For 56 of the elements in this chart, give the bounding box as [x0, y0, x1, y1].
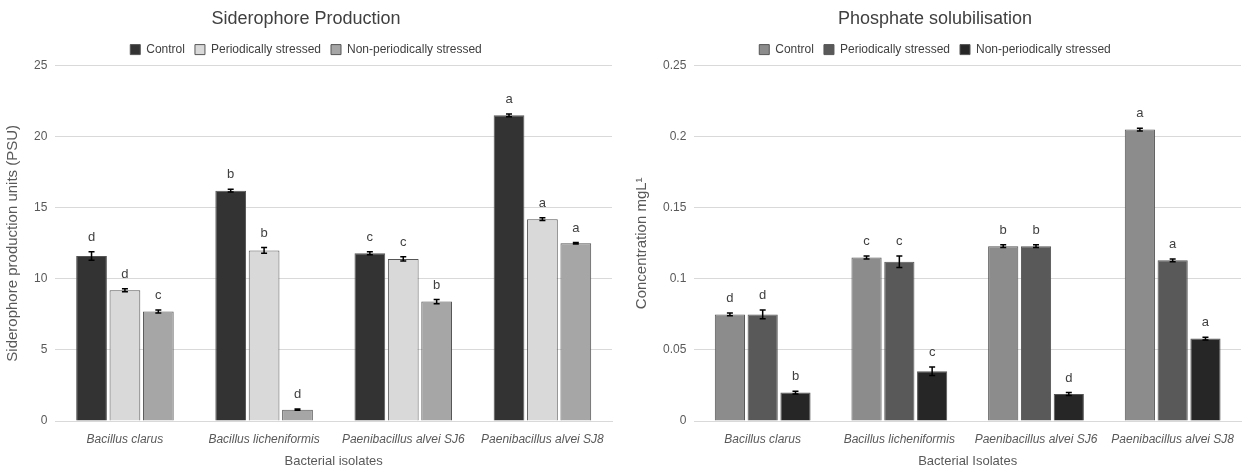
y-tick-label: 20 — [33, 128, 48, 143]
y-tick-label: 0 — [40, 413, 48, 428]
y-tick-label: 0.05 — [663, 342, 687, 357]
data-label: b — [433, 276, 441, 292]
y-tick-label: 25 — [33, 57, 48, 72]
chart-title: Phosphate solubilisation — [837, 7, 1033, 28]
y-tick-label: 5 — [40, 342, 48, 357]
y-tick-label: 0 — [679, 413, 687, 428]
data-label: d — [759, 287, 767, 303]
x-tick-label: Bacillus clarus — [724, 431, 802, 446]
y-axis-title: Concentration mgL¹ — [632, 177, 650, 310]
data-label: c — [896, 233, 904, 249]
y-tick-label: 0.15 — [663, 200, 687, 215]
data-label: d — [121, 265, 129, 281]
data-label: b — [1032, 221, 1040, 237]
data-label: c — [928, 344, 936, 360]
y-tick-label: 0.2 — [669, 128, 687, 143]
data-label: b — [999, 221, 1007, 237]
legend-label: Periodically stressed — [839, 41, 950, 56]
data-label: d — [726, 290, 734, 306]
y-tick-label: 10 — [33, 271, 48, 286]
y-tick-label: 0.25 — [663, 57, 687, 72]
y-tick-label: 0.1 — [669, 271, 687, 286]
x-axis-title: Bacterial Isolates — [918, 452, 1018, 468]
data-label: b — [791, 368, 800, 384]
data-label: d — [87, 228, 96, 244]
y-axis-title: Siderophore production units (PSU) — [3, 124, 21, 362]
data-label: a — [572, 219, 581, 235]
data-label: c — [366, 228, 374, 244]
data-label: c — [400, 233, 408, 249]
legend-label: Periodically stressed — [210, 41, 321, 56]
data-label: a — [538, 194, 547, 210]
data-label: d — [293, 385, 302, 401]
x-tick-label: Bacillus licheniformis — [208, 431, 320, 446]
x-tick-label: Paenibacillus alvei SJ6 — [974, 431, 1098, 446]
data-label: b — [260, 224, 268, 240]
data-label: a — [1201, 314, 1210, 330]
x-tick-label: Bacillus clarus — [86, 431, 164, 446]
legend-label: Control — [775, 41, 814, 56]
x-axis-title: Bacterial isolates — [284, 452, 384, 468]
data-label: d — [1065, 369, 1073, 385]
chart-title: Siderophore Production — [211, 7, 401, 28]
data-label: a — [1136, 105, 1145, 121]
data-label: b — [227, 166, 235, 182]
legend-label: Control — [146, 41, 185, 56]
data-label: a — [1169, 236, 1178, 252]
x-tick-label: Paenibacillus alvei SJ8 — [481, 431, 605, 446]
data-label: c — [155, 287, 163, 303]
data-label: c — [863, 233, 871, 249]
y-tick-label: 15 — [33, 200, 48, 215]
legend-label: Non-periodically stressed — [347, 41, 482, 56]
x-tick-label: Bacillus licheniformis — [843, 431, 956, 446]
x-tick-label: Paenibacillus alvei SJ6 — [341, 431, 465, 446]
data-label: a — [505, 91, 514, 107]
x-tick-label: Paenibacillus alvei SJ8 — [1111, 431, 1235, 446]
legend-label: Non-periodically stressed — [976, 41, 1111, 56]
